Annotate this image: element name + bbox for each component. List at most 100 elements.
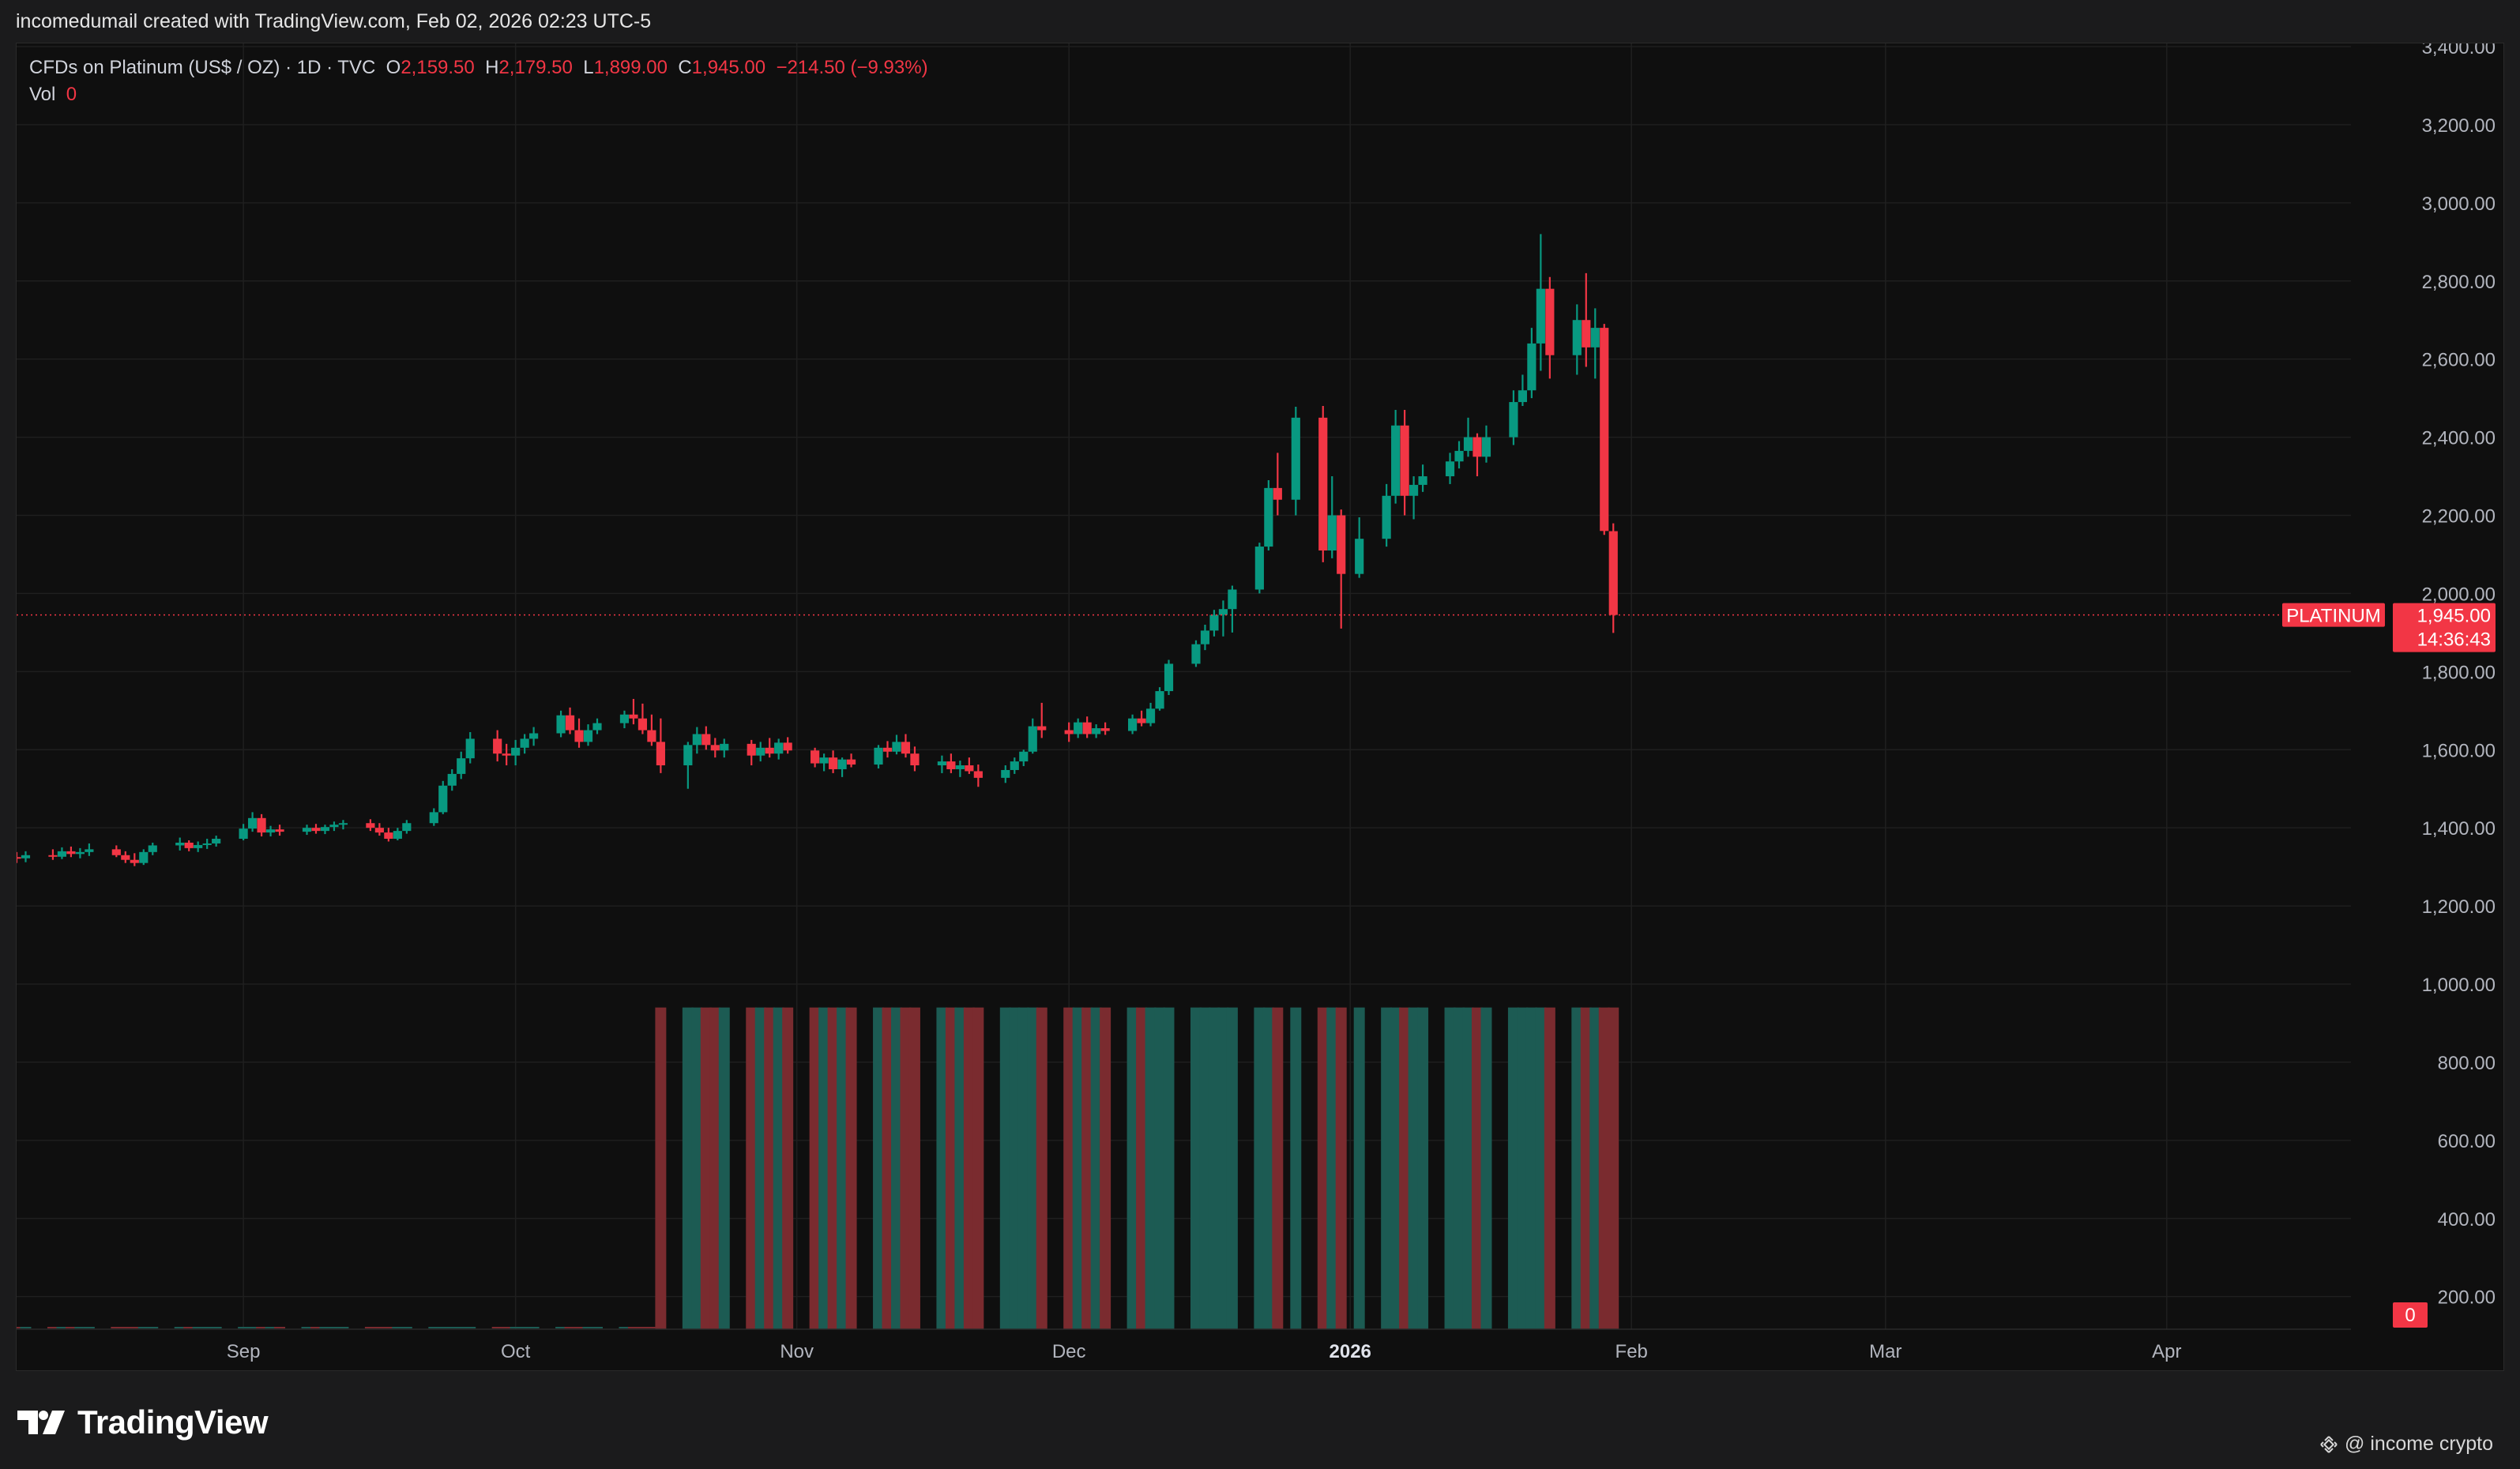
candle-body — [1264, 487, 1273, 547]
close-value: 1,945.00 — [691, 57, 766, 78]
candle-body — [811, 750, 820, 764]
candle-body — [66, 851, 76, 855]
volume-bar — [555, 1327, 567, 1328]
y-tick-label: 1,600.00 — [2422, 740, 2496, 761]
volume-bar — [873, 1007, 885, 1329]
volume-bar — [1517, 1007, 1529, 1329]
volume-bar — [382, 1327, 394, 1328]
volume-bar — [364, 1327, 376, 1328]
volume-bar — [709, 1007, 721, 1329]
author-credit: @ income crypto — [2319, 1433, 2493, 1456]
volume-bar — [1072, 1007, 1084, 1329]
candle-body — [556, 715, 566, 734]
volume-bar — [17, 1327, 22, 1328]
vol-label[interactable]: Vol — [29, 84, 56, 105]
volume-bar — [401, 1327, 412, 1328]
volume-bar — [718, 1007, 730, 1329]
volume-bar — [265, 1327, 276, 1328]
candle-body — [882, 747, 893, 752]
chart-area[interactable]: 200.00 400.00 600.00 800.00 1,000.00 1,200.00… — [16, 43, 2504, 1371]
volume-bar — [310, 1327, 322, 1328]
candle-body — [1228, 589, 1237, 610]
candle-body — [756, 747, 765, 756]
candlestick-chart[interactable]: 200.00 400.00 600.00 800.00 1,000.00 1,200.00… — [17, 43, 2505, 1372]
volume-bar — [374, 1327, 386, 1328]
candle-body — [892, 742, 901, 752]
volume-bar — [1462, 1007, 1474, 1329]
y-tick-label: 2,200.00 — [2422, 506, 2496, 528]
volume-bar — [582, 1327, 594, 1328]
candle-body — [1572, 320, 1582, 355]
volume-bar — [1471, 1007, 1483, 1329]
volume-bar — [936, 1007, 948, 1329]
candle-body — [311, 828, 321, 832]
candle-body — [447, 773, 457, 786]
candle-body — [21, 855, 31, 858]
volume-bar — [337, 1327, 349, 1328]
candle-body — [338, 823, 348, 825]
candle-body — [592, 723, 602, 731]
symbol-label[interactable]: CFDs on Platinum (US$ / OZ) · 1D · TVC — [29, 57, 376, 78]
candle-body — [329, 825, 339, 828]
y-tick-label: 400.00 — [2438, 1209, 2496, 1230]
volume-bar — [174, 1327, 186, 1328]
candle-body — [937, 761, 946, 766]
volume-bar — [1063, 1007, 1075, 1329]
volume-bar — [1335, 1007, 1347, 1329]
candle-body — [1164, 663, 1174, 692]
volume-bar — [1381, 1007, 1393, 1329]
candle-body — [583, 730, 593, 742]
volume-bar — [619, 1327, 630, 1328]
y-tick-label: 3,000.00 — [2422, 193, 2496, 215]
volume-bar — [20, 1327, 32, 1328]
volume-bar — [645, 1327, 657, 1328]
candle-body — [1409, 484, 1419, 496]
volume-bar — [1190, 1007, 1202, 1329]
axes: 200.00 400.00 600.00 800.00 1,000.00 1,200.00… — [17, 43, 2496, 1362]
candle-body — [574, 730, 584, 742]
grid-lines — [17, 43, 2351, 1329]
volume-bar — [1399, 1007, 1411, 1329]
volume-bar — [999, 1007, 1011, 1329]
candle-body — [1527, 343, 1536, 391]
volume-bar — [1507, 1007, 1519, 1329]
candle-body — [1391, 425, 1401, 496]
volume-bar — [446, 1327, 458, 1328]
y-tick-label: 3,400.00 — [2422, 43, 2496, 58]
y-tick-label: 2,600.00 — [2422, 350, 2496, 371]
volume-bar — [1417, 1007, 1429, 1329]
volume-bar — [908, 1007, 920, 1329]
symbol-badge-label: PLATINUM — [2286, 606, 2381, 627]
x-tick-label: 2026 — [1330, 1341, 1371, 1362]
volume-bar — [301, 1327, 313, 1328]
volume-bar — [900, 1007, 912, 1329]
y-tick-label: 1,000.00 — [2422, 975, 2496, 996]
volume-bar — [510, 1327, 521, 1328]
candle-body — [520, 738, 529, 748]
volume-bar — [129, 1327, 141, 1328]
volume-bar — [528, 1327, 540, 1328]
candle-body — [1100, 728, 1110, 731]
candle-body — [248, 817, 258, 829]
candle-body — [275, 829, 284, 832]
volume-bar — [1571, 1007, 1583, 1329]
x-tick-label: Nov — [780, 1341, 814, 1362]
candle-body — [1600, 328, 1609, 532]
volume-bar — [328, 1327, 340, 1328]
candle-body — [465, 738, 475, 759]
volume-bar — [700, 1007, 712, 1329]
tradingview-brand[interactable]: TradingView — [17, 1403, 269, 1442]
candle-body — [457, 758, 466, 774]
candle-body — [747, 743, 756, 756]
volume-bar — [1408, 1007, 1420, 1329]
binance-icon — [2320, 1435, 2338, 1453]
candle-body — [1082, 722, 1092, 734]
candle-body — [565, 715, 575, 731]
candle-body — [846, 759, 856, 765]
candle-body — [1590, 328, 1600, 348]
x-tick-label: Apr — [2152, 1341, 2181, 1362]
volume-bar — [256, 1327, 268, 1328]
volume-bar — [1544, 1007, 1555, 1329]
candle-body — [239, 828, 248, 840]
volume-bar — [691, 1007, 703, 1329]
